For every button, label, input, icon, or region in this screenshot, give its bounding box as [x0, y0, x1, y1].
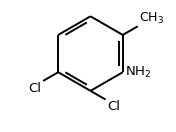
Text: NH$_2$: NH$_2$ — [125, 65, 152, 80]
Text: CH$_3$: CH$_3$ — [139, 11, 164, 26]
Text: Cl: Cl — [28, 82, 41, 95]
Text: Cl: Cl — [107, 100, 120, 113]
